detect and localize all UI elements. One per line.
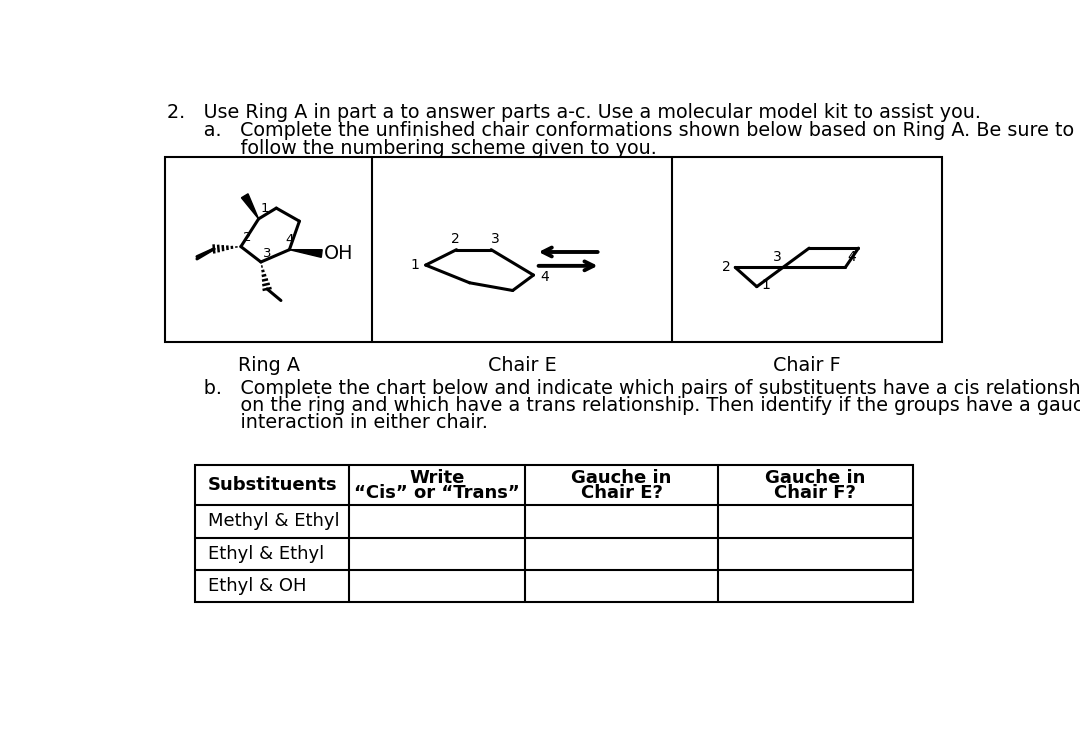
Polygon shape bbox=[242, 194, 258, 219]
Text: Methyl & Ethyl: Methyl & Ethyl bbox=[207, 513, 339, 530]
Text: Chair E?: Chair E? bbox=[581, 484, 663, 502]
Text: 1: 1 bbox=[761, 278, 770, 292]
Text: 1: 1 bbox=[410, 258, 419, 272]
Text: Chair E: Chair E bbox=[487, 356, 556, 375]
Text: follow the numbering scheme given to you.: follow the numbering scheme given to you… bbox=[167, 139, 657, 158]
Text: Write: Write bbox=[409, 468, 464, 486]
Text: Ring A: Ring A bbox=[238, 356, 299, 375]
Bar bbox=[195, 466, 913, 602]
Text: Chair F?: Chair F? bbox=[774, 484, 855, 502]
Text: 4: 4 bbox=[285, 233, 294, 246]
Text: 2.   Use Ring A in part a to answer parts a-c. Use a molecular model kit to assi: 2. Use Ring A in part a to answer parts … bbox=[167, 104, 981, 122]
Text: OH: OH bbox=[324, 244, 353, 263]
Text: Substituents: Substituents bbox=[207, 476, 337, 495]
Text: 3: 3 bbox=[773, 250, 782, 263]
Text: b.   Complete the chart below and indicate which pairs of substituents have a ci: b. Complete the chart below and indicate… bbox=[167, 379, 1080, 398]
Text: Gauche in: Gauche in bbox=[571, 468, 672, 486]
Text: Gauche in: Gauche in bbox=[765, 468, 865, 486]
Text: “Cis” or “Trans”: “Cis” or “Trans” bbox=[354, 484, 521, 502]
Text: 1: 1 bbox=[260, 202, 269, 215]
Text: 4: 4 bbox=[540, 270, 549, 284]
Text: 3: 3 bbox=[490, 232, 499, 246]
Text: Chair F: Chair F bbox=[773, 356, 840, 375]
Text: a.   Complete the unfinished chair conformations shown below based on Ring A. Be: a. Complete the unfinished chair conform… bbox=[167, 121, 1075, 140]
Text: 2: 2 bbox=[243, 231, 252, 244]
Text: 2: 2 bbox=[721, 260, 730, 275]
Text: 2: 2 bbox=[450, 232, 459, 246]
Text: Ethyl & Ethyl: Ethyl & Ethyl bbox=[207, 545, 324, 562]
Text: Ethyl & OH: Ethyl & OH bbox=[207, 577, 307, 595]
Text: 4: 4 bbox=[847, 250, 855, 263]
Text: on the ring and which have a trans relationship. Then identify if the groups hav: on the ring and which have a trans relat… bbox=[167, 396, 1080, 415]
Text: 3: 3 bbox=[264, 247, 272, 260]
Polygon shape bbox=[289, 250, 322, 257]
Bar bbox=[165, 157, 942, 342]
Text: interaction in either chair.: interaction in either chair. bbox=[167, 413, 488, 432]
